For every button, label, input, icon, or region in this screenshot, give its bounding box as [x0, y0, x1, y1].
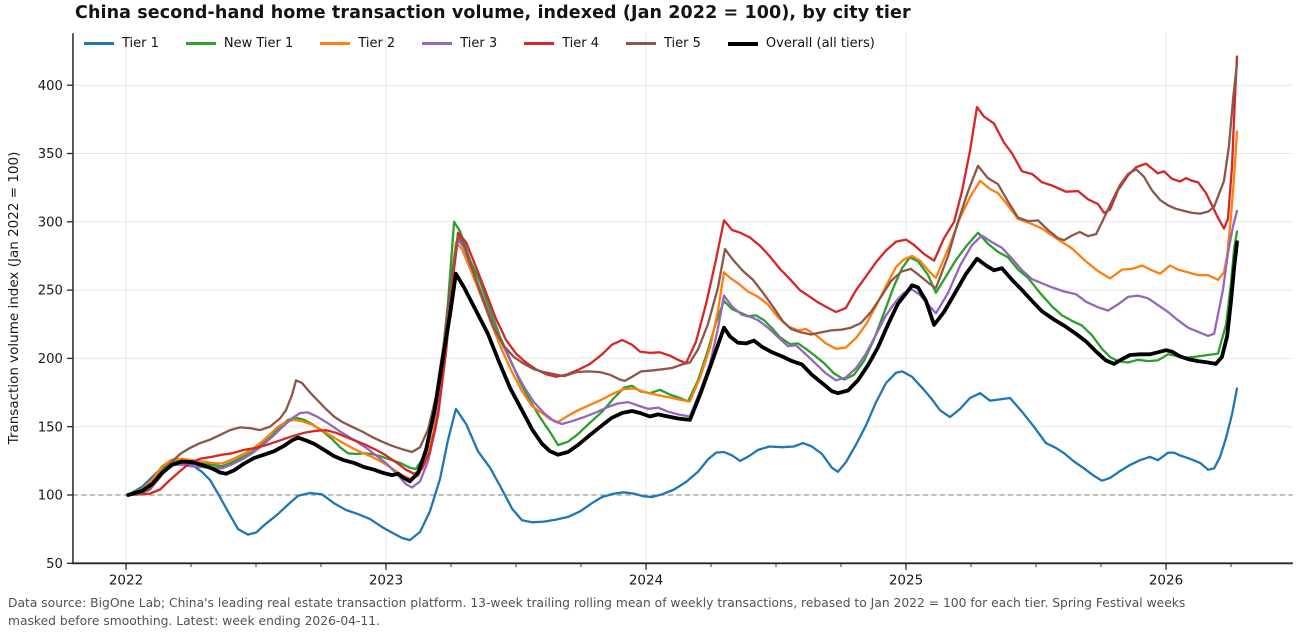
legend-label-tier-5: Tier 5 [664, 36, 701, 51]
y-axis-label: Transaction volume index (Jan 2022 = 100… [6, 152, 22, 446]
legend-swatch-tier-5 [626, 42, 657, 45]
legend-item-tier-3: Tier 3 [422, 36, 497, 51]
y-tick-label-250: 250 [38, 284, 63, 299]
legend-item-tier-2: Tier 2 [320, 36, 395, 51]
x-tick-label-2026: 2026 [1149, 572, 1183, 588]
x-tick-label-2024: 2024 [629, 572, 663, 588]
series-line-tier-4 [126, 55, 1239, 497]
series-line-tier-5 [126, 62, 1239, 497]
y-tick-label-150: 150 [38, 420, 63, 435]
legend-item-tier-4: Tier 4 [524, 36, 599, 51]
axes [72, 33, 1293, 565]
y-tick-label-200: 200 [38, 352, 63, 367]
y-tick-label-350: 350 [38, 147, 63, 162]
series-line-tier-1 [126, 370, 1239, 542]
legend-label-overall-all-tiers: Overall (all tiers) [765, 36, 875, 51]
legend-swatch-tier-2 [320, 42, 351, 45]
chart-title: China second-hand home transaction volum… [75, 3, 911, 23]
y-tick-labels: 50 100 150 200 250 300 350 400 [38, 79, 73, 572]
y-tick-label-300: 300 [38, 215, 63, 230]
legend-label-tier-3: Tier 3 [460, 36, 498, 51]
legend-item-tier-1: Tier 1 [84, 36, 159, 51]
series-line-tier-3 [126, 209, 1239, 497]
legend-label-tier-1: Tier 1 [122, 36, 159, 51]
chart-legend: Tier 1 New Tier 1 Tier 2 Tier 3 Tier 4 Tier 5… [84, 36, 875, 51]
legend-item-tier-5: Tier 5 [626, 36, 701, 51]
source-note: Data source: BigOne Lab; China's leading… [8, 595, 1302, 631]
legend-swatch-new-tier-1 [185, 42, 216, 45]
series-line-tier-2 [126, 130, 1239, 497]
y-tick-label-50: 50 [46, 557, 63, 572]
legend-swatch-tier-4 [524, 42, 555, 45]
y-tick-label-100: 100 [38, 489, 63, 504]
legend-label-tier-2: Tier 2 [358, 36, 396, 51]
x-tick-label-2023: 2023 [369, 572, 403, 588]
source-note-line-1: Data source: BigOne Lab; China's leading… [8, 596, 1186, 610]
series-lines [126, 55, 1239, 542]
legend-swatch-overall-all-tiers [727, 41, 758, 46]
legend-label-new-tier-1: New Tier 1 [223, 36, 294, 51]
legend-item-overall-all-tiers: Overall (all tiers) [727, 36, 875, 51]
series-line-overall-all-tiers [126, 240, 1239, 497]
gridlines [72, 33, 1293, 564]
source-note-line-2: masked before smoothing. Latest: week en… [8, 613, 380, 628]
legend-swatch-tier-1 [84, 42, 114, 45]
y-tick-label-400: 400 [38, 79, 63, 94]
x-tick-labels: 2022 2023 2024 2025 2026 [109, 563, 1232, 588]
x-tick-label-2025: 2025 [889, 572, 923, 588]
x-tick-label-2022: 2022 [109, 572, 143, 588]
legend-swatch-tier-3 [422, 42, 453, 45]
legend-item-new-tier-1: New Tier 1 [185, 36, 294, 51]
legend-label-tier-4: Tier 4 [562, 36, 600, 51]
